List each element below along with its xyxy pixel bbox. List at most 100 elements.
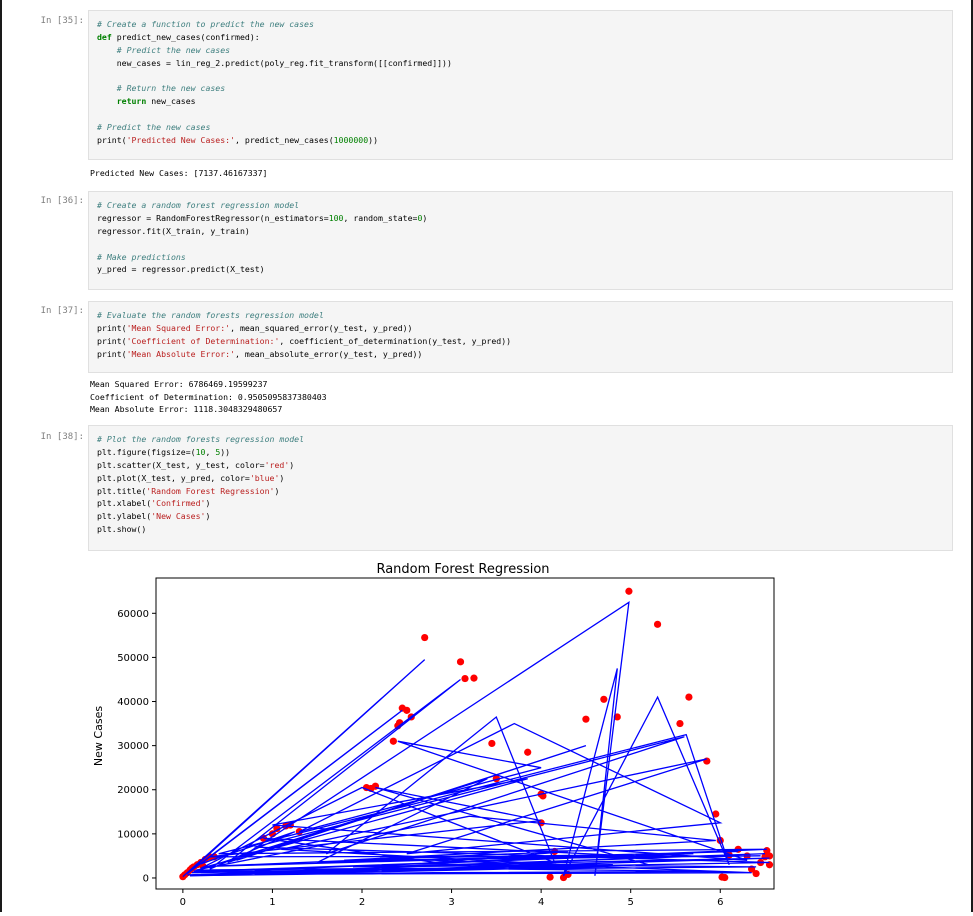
scatter-point [582,715,590,723]
code-line: plt.scatter(X_test, y_test, color='red') [97,459,945,472]
x-tick-label: 5 [628,897,634,908]
code-cell-35[interactable]: # Create a function to predict the new c… [88,10,953,160]
y-tick-label: 10000 [117,829,149,840]
scatter-point [703,757,711,765]
code-line: regressor = RandomForestRegressor(n_esti… [97,212,945,225]
code-lines-35: # Create a function to predict the new c… [97,18,945,147]
code-line: plt.show() [97,523,945,536]
code-token: # Predict the new cases [97,122,211,133]
code-lines-38: # Plot the random forests regression mod… [97,433,945,536]
window-right-border [971,0,973,912]
code-token: 'New Cases' [151,511,206,522]
scatter-point [421,633,429,642]
code-token: regressor.fit(X_train, y_train) [97,225,250,236]
code-cell-36[interactable]: # Create a random forest regression mode… [88,191,953,290]
random-forest-chart: Random Forest Regression New Cases 0 1 2 3 4… [92,562,775,908]
cell-prompt-36: In [36]: [40,196,84,206]
code-line: # Evaluate the random forests regression… [97,309,945,322]
code-token: 'Coefficient of Determination:' [126,335,280,346]
scatter-point [389,737,397,745]
code-line: plt.xlabel('Confirmed') [97,497,945,510]
scatter-point [488,739,496,748]
code-cell-38[interactable]: # Plot the random forests regression mod… [88,425,953,551]
code-token: print( [97,348,127,359]
y-tick-label: 30000 [117,741,149,752]
scatter-point [676,719,684,728]
code-line: print('Mean Squared Error:', mean_square… [97,322,945,335]
chart-title: Random Forest Regression [376,562,549,577]
code-token: y_pred = regressor.predict(X_test) [97,264,265,275]
code-line: # Make predictions [97,251,945,264]
scatter-point [456,658,465,666]
code-line: plt.ylabel('New Cases') [97,510,945,523]
code-token [97,83,117,93]
code-cell-37[interactable]: # Evaluate the random forests regression… [88,301,953,373]
code-token: # Predict the new cases [116,44,231,55]
y-tick-label: 60000 [117,609,149,620]
code-line: # Create a function to predict the new c… [97,18,945,31]
code-token: # Evaluate the random forests regression… [97,310,324,320]
code-token: 5 [215,446,221,457]
code-token: , coefficient_of_determination(y_test, y… [279,335,512,346]
window-left-border [0,0,2,912]
scatter-point [752,869,760,878]
code-lines-37: # Evaluate the random forests regression… [97,309,945,361]
code-token: 1000000 [333,135,369,146]
code-line: # Return the new cases [97,82,945,95]
code-line: regressor.fit(X_train, y_train) [97,225,945,238]
code-token: 'blue' [249,472,280,483]
code-token: regressor = RandomForestRegressor(n_esti… [97,212,329,223]
code-token: 'Predicted New Cases:' [126,135,236,146]
scatter-point [546,873,554,881]
code-token: print( [97,322,127,333]
x-tick-label: 2 [359,897,365,908]
code-token: # Plot the random forests regression mod… [97,434,305,444]
code-token: ) [279,472,285,483]
code-line: plt.title('Random Forest Regression') [97,485,945,498]
y-tick-label: 0 [143,873,149,884]
scatter-point [461,674,469,683]
scatter-point [524,748,532,756]
cell-prompt-35: In [35]: [40,16,84,26]
scatter-point [625,587,633,595]
code-token [97,45,117,55]
code-line: # Predict the new cases [97,121,945,134]
scatter-point [600,695,608,703]
code-token: plt.xlabel( [97,498,152,509]
code-line: print('Mean Absolute Error:', mean_absol… [97,348,945,361]
code-line: # Plot the random forests regression mod… [97,433,945,446]
code-token: print( [97,335,127,346]
code-line: # Predict the new cases [97,44,945,57]
code-token: , [205,446,216,457]
x-tick-label: 0 [180,897,186,908]
code-token: 'Mean Absolute Error:' [126,348,236,359]
code-token: # Create a function to predict the new c… [97,19,314,29]
scatter-point [685,693,693,701]
scatter-point [470,674,478,682]
code-line: new_cases = lin_reg_2.predict(poly_reg.f… [97,57,945,70]
code-token: 100 [328,212,344,223]
chart-output: Random Forest Regression New Cases 0 1 2 3 4… [88,556,808,912]
code-token: 0 [417,212,423,223]
code-token: plt.title( [97,485,147,496]
code-token: def [97,31,112,42]
code-token: ) [289,459,295,470]
code-token: 'Mean Squared Error:' [126,322,231,333]
code-token: , predict_new_cases( [235,135,334,146]
plot-area: 0 1 2 3 4 5 6 0 10000 20000 30000 40000 50000 60000 [117,577,775,908]
code-token: , mean_absolute_error(y_test, y_pred)) [235,348,423,359]
code-line: y_pred = regressor.predict(X_test) [97,263,945,276]
code-line: print('Predicted New Cases:', predict_ne… [97,134,945,147]
scatter-point [653,620,662,628]
code-line [97,108,945,121]
x-tick-label: 4 [538,897,544,908]
x-tick-label: 1 [269,897,275,908]
scatter-point [712,810,720,818]
code-line: plt.figure(figsize=(10, 5)) [97,446,945,459]
code-token: plt.figure(figsize=( [97,446,196,457]
code-lines-36: # Create a random forest regression mode… [97,199,945,276]
code-line [97,238,945,251]
scatter-point [403,706,411,714]
y-tick-label: 20000 [117,785,149,796]
code-token: print( [97,135,127,146]
